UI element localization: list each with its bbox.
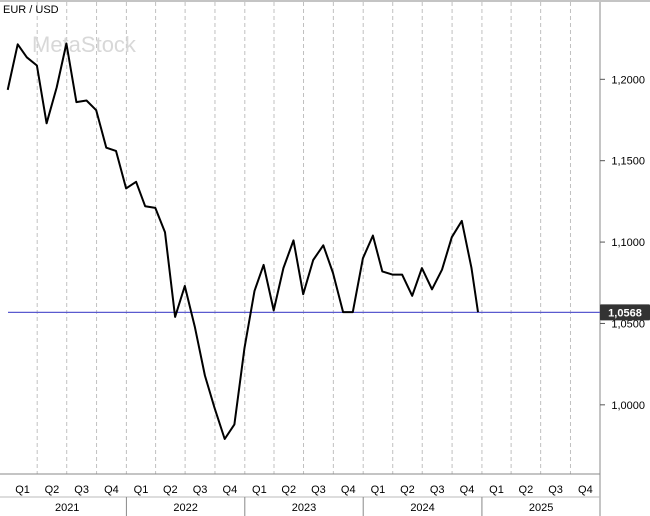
x-tick-label: Q2 <box>281 484 296 496</box>
x-tick-label: Q3 <box>311 484 326 496</box>
y-axis: 1,2000 1,1500 1,1000 1,0500 1,0000 <box>600 74 645 412</box>
year-label: 2025 <box>529 502 553 514</box>
y-tick-label: 1,0500 <box>611 318 645 330</box>
x-tick-label: Q4 <box>460 484 475 496</box>
series-layer <box>6 42 479 440</box>
current-value-label-text: 1,0568 <box>608 307 642 319</box>
year-label: 2023 <box>292 502 316 514</box>
x-tick-label: Q4 <box>104 484 119 496</box>
x-tick-label: Q1 <box>371 484 386 496</box>
year-label: 2022 <box>173 502 197 514</box>
grid-layer <box>36 2 571 474</box>
watermark: MetaStock <box>32 32 137 57</box>
x-tick-label: Q2 <box>45 484 60 496</box>
x-tick-label: Q4 <box>223 484 238 496</box>
x-tick-label: Q2 <box>400 484 415 496</box>
x-tick-label: Q1 <box>134 484 149 496</box>
y-tick-label: 1,0000 <box>611 400 645 412</box>
current-value-label-box <box>600 304 650 321</box>
x-axis: Q1 Q2 Q3 Q4 Q1 Q2 Q3 Q4 Q1 Q2 Q3 Q4 Q1 Q2 Q3 Q4 Q1 Q2 Q3 Q4… <box>15 484 593 516</box>
chart-title: EUR / USD <box>3 4 59 16</box>
y-tick-label: 1,1000 <box>611 237 645 249</box>
year-label: 2024 <box>410 502 434 514</box>
x-tick-label: Q1 <box>15 484 30 496</box>
x-tick-label: Q3 <box>548 484 563 496</box>
x-tick-label: Q1 <box>252 484 267 496</box>
x-tick-label: Q2 <box>519 484 534 496</box>
y-tick-label: 1,2000 <box>611 74 645 86</box>
x-tick-label: Q1 <box>489 484 504 496</box>
x-tick-label: Q3 <box>430 484 445 496</box>
y-tick-label: 1,1500 <box>611 156 645 168</box>
x-tick-label: Q4 <box>341 484 356 496</box>
price-line <box>6 42 479 440</box>
current-value-label: 1,0568 <box>600 304 650 321</box>
year-label: 2021 <box>55 502 79 514</box>
x-tick-label: Q3 <box>74 484 89 496</box>
x-tick-label: Q3 <box>193 484 208 496</box>
x-tick-label: Q4 <box>578 484 593 496</box>
x-tick-label: Q2 <box>163 484 178 496</box>
